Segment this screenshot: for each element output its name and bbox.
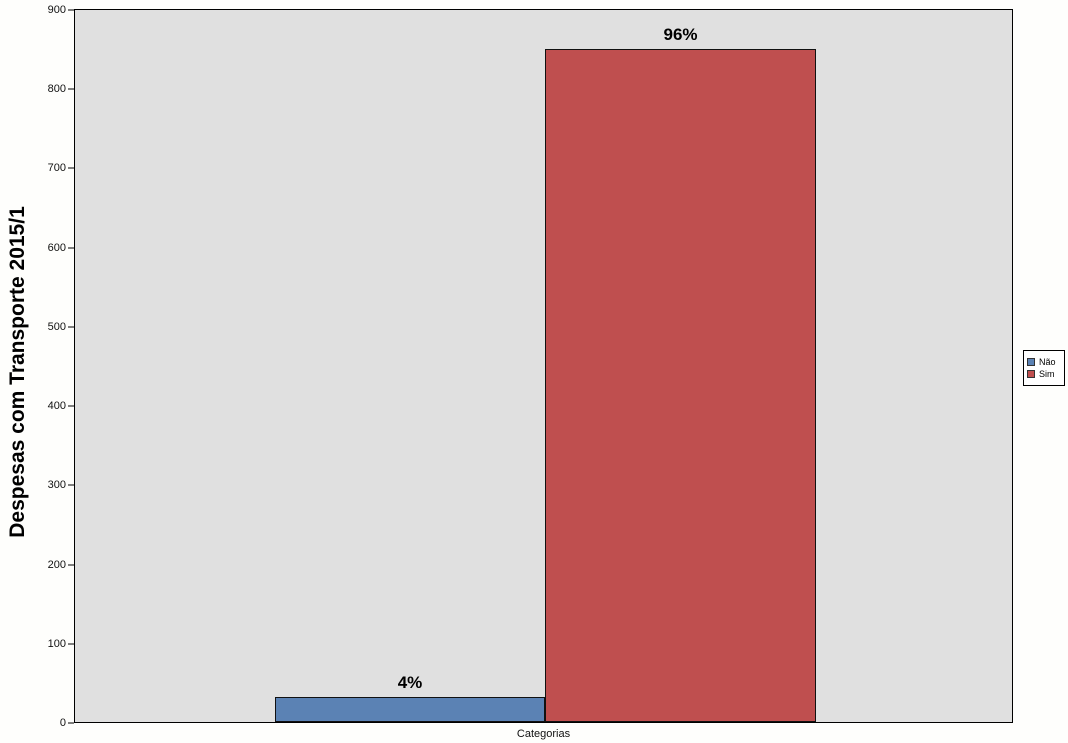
- y-axis-tick-mark: [68, 88, 74, 90]
- legend-label: Não: [1039, 357, 1056, 367]
- chart-legend: Não Sim: [1023, 350, 1065, 386]
- y-axis-tick-label: 700: [47, 162, 66, 175]
- legend-label: Sim: [1039, 369, 1055, 379]
- y-axis-tick-mark: [68, 564, 74, 566]
- legend-item[interactable]: Sim: [1027, 369, 1060, 379]
- y-axis-tick-mark: [68, 9, 74, 11]
- y-axis-tick-label: 200: [47, 558, 66, 571]
- bar-value-label: 96%: [663, 24, 698, 44]
- legend-item[interactable]: Não: [1027, 357, 1060, 367]
- y-axis-tick-mark: [68, 247, 74, 249]
- y-axis-tick-label: 800: [47, 83, 66, 96]
- bar-sim[interactable]: [545, 48, 816, 722]
- bar-value-label: 4%: [397, 672, 423, 692]
- y-axis-tick-label: 500: [47, 320, 66, 333]
- legend-swatch-icon: [1027, 370, 1035, 378]
- y-axis-tick-mark: [68, 643, 74, 645]
- y-axis-tick-label: 600: [47, 241, 66, 254]
- y-axis-tick-label: 400: [47, 400, 66, 413]
- y-axis-tick-mark: [68, 484, 74, 486]
- y-axis-title: Despesas com Transporte 2015/1: [0, 0, 36, 743]
- y-axis-tick-mark: [68, 167, 74, 169]
- y-axis: 0 100 200 300 400 500 600 700 800 900: [36, 0, 74, 743]
- plot-inner: 4% 96%: [75, 10, 1012, 722]
- y-axis-tick-label: 100: [47, 637, 66, 650]
- y-axis-tick-mark: [68, 326, 74, 328]
- y-axis-tick-label: 0: [59, 717, 66, 729]
- y-axis-tick-label: 900: [47, 4, 66, 16]
- x-axis-title: Categorias: [516, 728, 571, 740]
- y-axis-tick-mark: [68, 405, 74, 407]
- y-axis-tick-label: 300: [47, 479, 66, 492]
- y-axis-title-text: Despesas com Transporte 2015/1: [6, 205, 30, 538]
- plot-area: 4% 96%: [74, 9, 1013, 723]
- bar-não[interactable]: [275, 696, 545, 722]
- y-axis-tick-mark: [68, 722, 74, 724]
- legend-swatch-icon: [1027, 358, 1035, 366]
